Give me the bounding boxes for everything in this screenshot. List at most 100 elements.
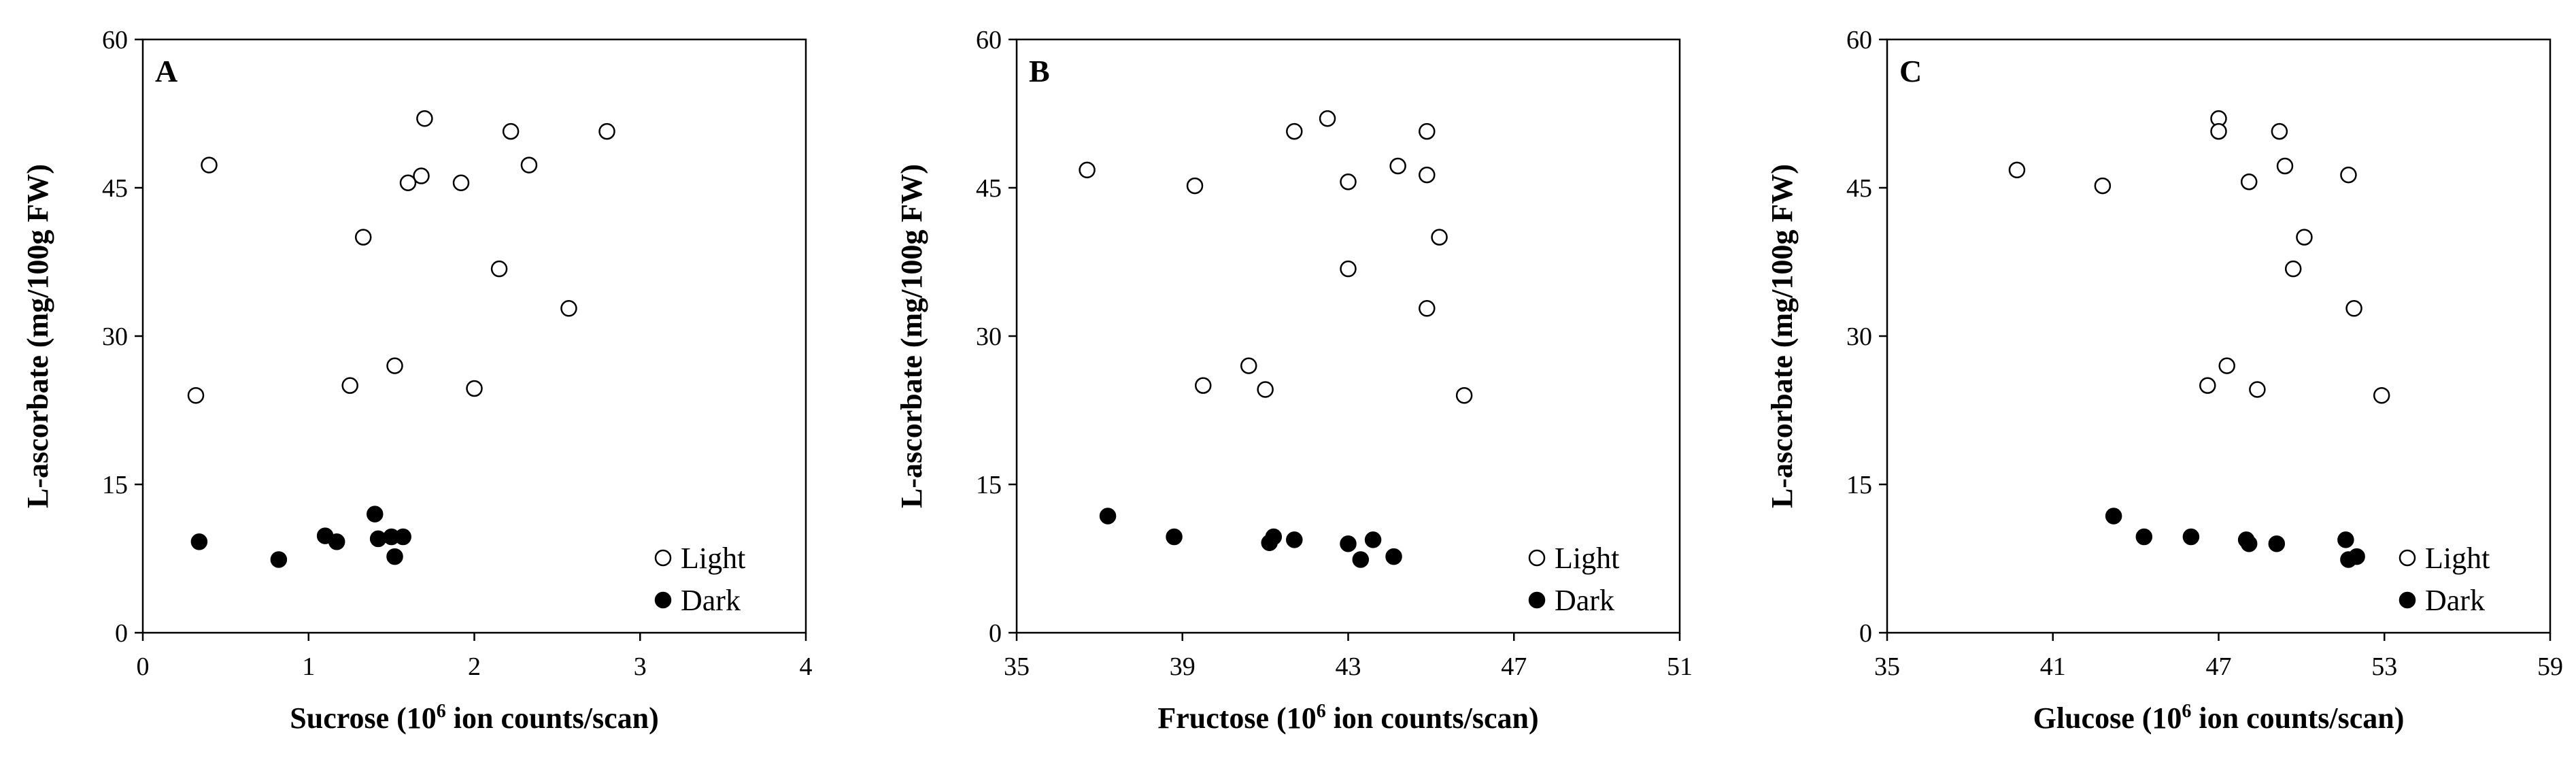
y-axis-title: L-ascorbate (mg/100g FW) [1765,164,1799,508]
data-point-dark [1265,528,1283,546]
data-point-light [1389,157,1406,175]
x-tick-label: 41 [2040,652,2066,681]
x-tick-label: 2 [468,652,481,681]
data-point-light [598,122,615,140]
y-tick-label: 30 [1846,322,1872,351]
x-axis-title: Fructose (106 ion counts/scan) [1157,701,1538,735]
legend-marker-light [2399,549,2416,567]
data-point-light [2284,260,2302,278]
x-axis-title-suffix: ion counts/scan) [1326,701,1539,735]
data-point-dark [2268,535,2286,552]
legend-marker-light [1528,549,1546,567]
x-axis-title-suffix: ion counts/scan) [2191,701,2404,735]
data-point-light [1286,122,1303,140]
data-point-dark [328,533,345,550]
y-tick-label: 60 [976,26,1002,54]
data-point-dark [190,533,208,550]
data-point-light [187,386,205,404]
y-tick-label: 0 [115,619,128,648]
x-tick-label: 47 [2206,652,2232,681]
data-point-dark [270,551,288,568]
y-tick-label: 0 [1859,619,1872,648]
legend-label-light: Light [2425,542,2490,575]
data-point-dark [1352,551,1370,568]
data-point-light [2296,229,2313,246]
data-point-light [2276,157,2294,175]
legend-marker-dark [654,591,672,609]
data-point-dark [2135,528,2153,546]
data-point-dark [2348,548,2365,565]
y-tick-label: 15 [102,471,128,499]
legend-marker-light [654,549,672,567]
data-point-dark [386,548,403,565]
data-point-light [2240,173,2258,190]
x-axis-title-superscript: 6 [437,701,446,722]
x-tick-label: 39 [1170,652,1196,681]
x-axis-title: Sucrose (106 ion counts/scan) [290,701,658,735]
data-point-light [354,229,372,246]
data-point-light [1419,166,1436,184]
x-axis-title-prefix: Sucrose (10 [290,701,437,735]
x-tick-label: 0 [137,652,150,681]
x-axis-title-prefix: Glucose (10 [2033,701,2182,735]
y-tick-label: 60 [102,26,128,54]
data-point-light [1419,300,1436,317]
y-tick-label: 60 [1846,26,1872,54]
data-point-light [386,357,403,374]
data-point-light [1431,229,1448,246]
data-point-light [201,156,218,173]
y-axis-title: L-ascorbate (mg/100g FW) [21,164,54,508]
panel-label: C [1899,54,1922,88]
y-tick-label: 45 [976,174,1002,203]
legend-marker-dark [1528,591,1546,609]
data-point-light [560,300,577,317]
data-point-dark [1099,508,1117,525]
legend-marker-dark [2399,591,2416,609]
x-tick-label: 35 [1004,652,1030,681]
panel-label: A [155,54,177,88]
legend-label-light: Light [681,542,745,575]
data-point-light [2218,357,2235,374]
data-point-light [2271,122,2288,140]
panel-b: 0 15 30 45 60 35 39 43 47 51 L-ascorbate (mg/100g … [895,26,1693,735]
legend-label-dark: Dark [681,584,741,617]
legend-label-dark: Dark [1555,584,1614,617]
data-point-light [490,260,508,278]
x-tick-label: 43 [1336,652,1361,681]
x-tick-label: 47 [1501,652,1527,681]
data-point-light [2249,381,2266,398]
x-tick-label: 1 [302,652,315,681]
x-axis-title: Glucose (106 ion counts/scan) [2033,701,2405,735]
data-point-light [1319,110,1336,127]
data-point-light [341,377,358,394]
data-point-light [1340,173,1357,190]
data-point-light [2373,386,2390,404]
y-axis-title: L-ascorbate (mg/100g FW) [895,164,928,508]
data-point-light [1186,177,1204,195]
data-point-light [520,156,538,173]
data-point-light [1194,377,1212,394]
data-point-light [1240,357,1257,374]
data-point-dark [1340,535,1357,552]
data-point-dark [1166,528,1183,546]
legend-label-light: Light [1555,542,1619,575]
x-tick-label: 53 [2371,652,2397,681]
data-point-light [1455,386,1473,404]
panel-a: 0 15 30 45 60 0 1 2 3 4 L-ascorbate (mg/100g FW) Su… [21,26,813,735]
x-axis-title-suffix: ion counts/scan) [446,701,659,735]
y-tick-label: 30 [976,322,1002,351]
y-tick-label: 15 [1846,471,1872,499]
y-tick-label: 15 [976,471,1002,499]
panel-label: B [1029,54,1050,88]
data-point-dark [394,528,411,546]
data-point-dark [2182,528,2200,546]
y-tick-label: 30 [102,322,128,351]
x-tick-label: 35 [1874,652,1900,681]
data-point-light [1419,122,1436,140]
x-axis-title-prefix: Fructose (10 [1157,701,1316,735]
y-tick-label: 45 [102,174,128,203]
data-point-light [502,122,520,140]
data-point-light [466,380,483,397]
